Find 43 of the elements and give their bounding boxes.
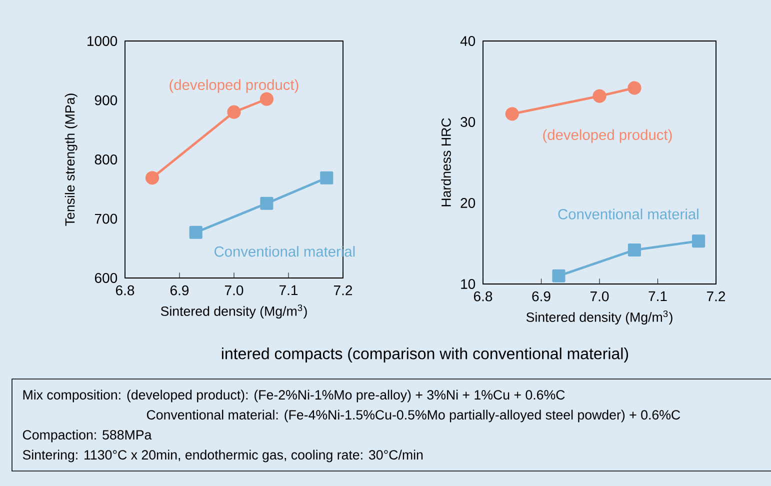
series-label: (developed product) [170, 79, 298, 93]
point [189, 226, 202, 239]
y-tick-label: 700 [94, 214, 118, 224]
series-label: Conventional material [558, 208, 698, 220]
y-tick-label: 30 [460, 117, 476, 127]
point [505, 107, 519, 121]
y-tick-label: 10 [461, 279, 476, 289]
point [320, 171, 334, 184]
y-axis-title: Hardness HRC [441, 118, 451, 206]
text: intered compacts (comparison with conventional material) [222, 348, 628, 362]
x-tick-label: 6.8 [116, 285, 134, 296]
y-tick-label: 600 [94, 273, 118, 283]
y-tick-label: 900 [94, 95, 118, 106]
y-tick-label: 40 [460, 36, 476, 46]
x-tick-label: 7.0 [590, 291, 609, 302]
x-tick-label: 7.2 [706, 291, 726, 302]
x-tick-label: 7.0 [224, 285, 244, 296]
x-tick-label: 7.2 [334, 285, 352, 296]
point [227, 105, 241, 119]
point [628, 81, 642, 95]
point [692, 234, 706, 248]
y-tick-label: 1000 [88, 36, 118, 46]
text: Mix composition: (developed product): (Fe-2%Ni-1%Mo pre-alloy) + 3%Ni + 1%Cu + 0.6%C [23, 390, 565, 402]
x-tick-label: 6.9 [532, 291, 550, 302]
x-axis-title: Sintered density (Mg/m$^{3}$) [526, 310, 672, 325]
point [145, 171, 160, 185]
point [552, 269, 566, 282]
x-tick-label: 6.9 [170, 285, 189, 296]
x-tick-label: 6.8 [474, 291, 492, 302]
point [260, 92, 274, 106]
point [260, 196, 274, 210]
x-tick-label: 7.1 [648, 291, 667, 302]
y-tick-label: 20 [460, 198, 476, 208]
point [628, 243, 641, 257]
x-axis-title: Sintered density (Mg/m$^{3}$) [160, 304, 307, 319]
x-tick-label: 7.1 [279, 285, 298, 296]
y-tick-label: 800 [94, 154, 118, 164]
point [592, 89, 606, 103]
text: Compaction: 588MPa [22, 430, 152, 442]
text: Conventional material: (Fe-4%Ni-1.5%Cu-0.5%Mo partially-alloyed steel powder) + 0.6%C [146, 410, 680, 422]
y-axis-title: Tensile strength (MPa) [64, 94, 78, 226]
text: Sintering: 1130°C x 20min, endothermic gas, cooling rate: 30°C/min [22, 450, 423, 462]
series-label: (developed product) [543, 129, 672, 143]
